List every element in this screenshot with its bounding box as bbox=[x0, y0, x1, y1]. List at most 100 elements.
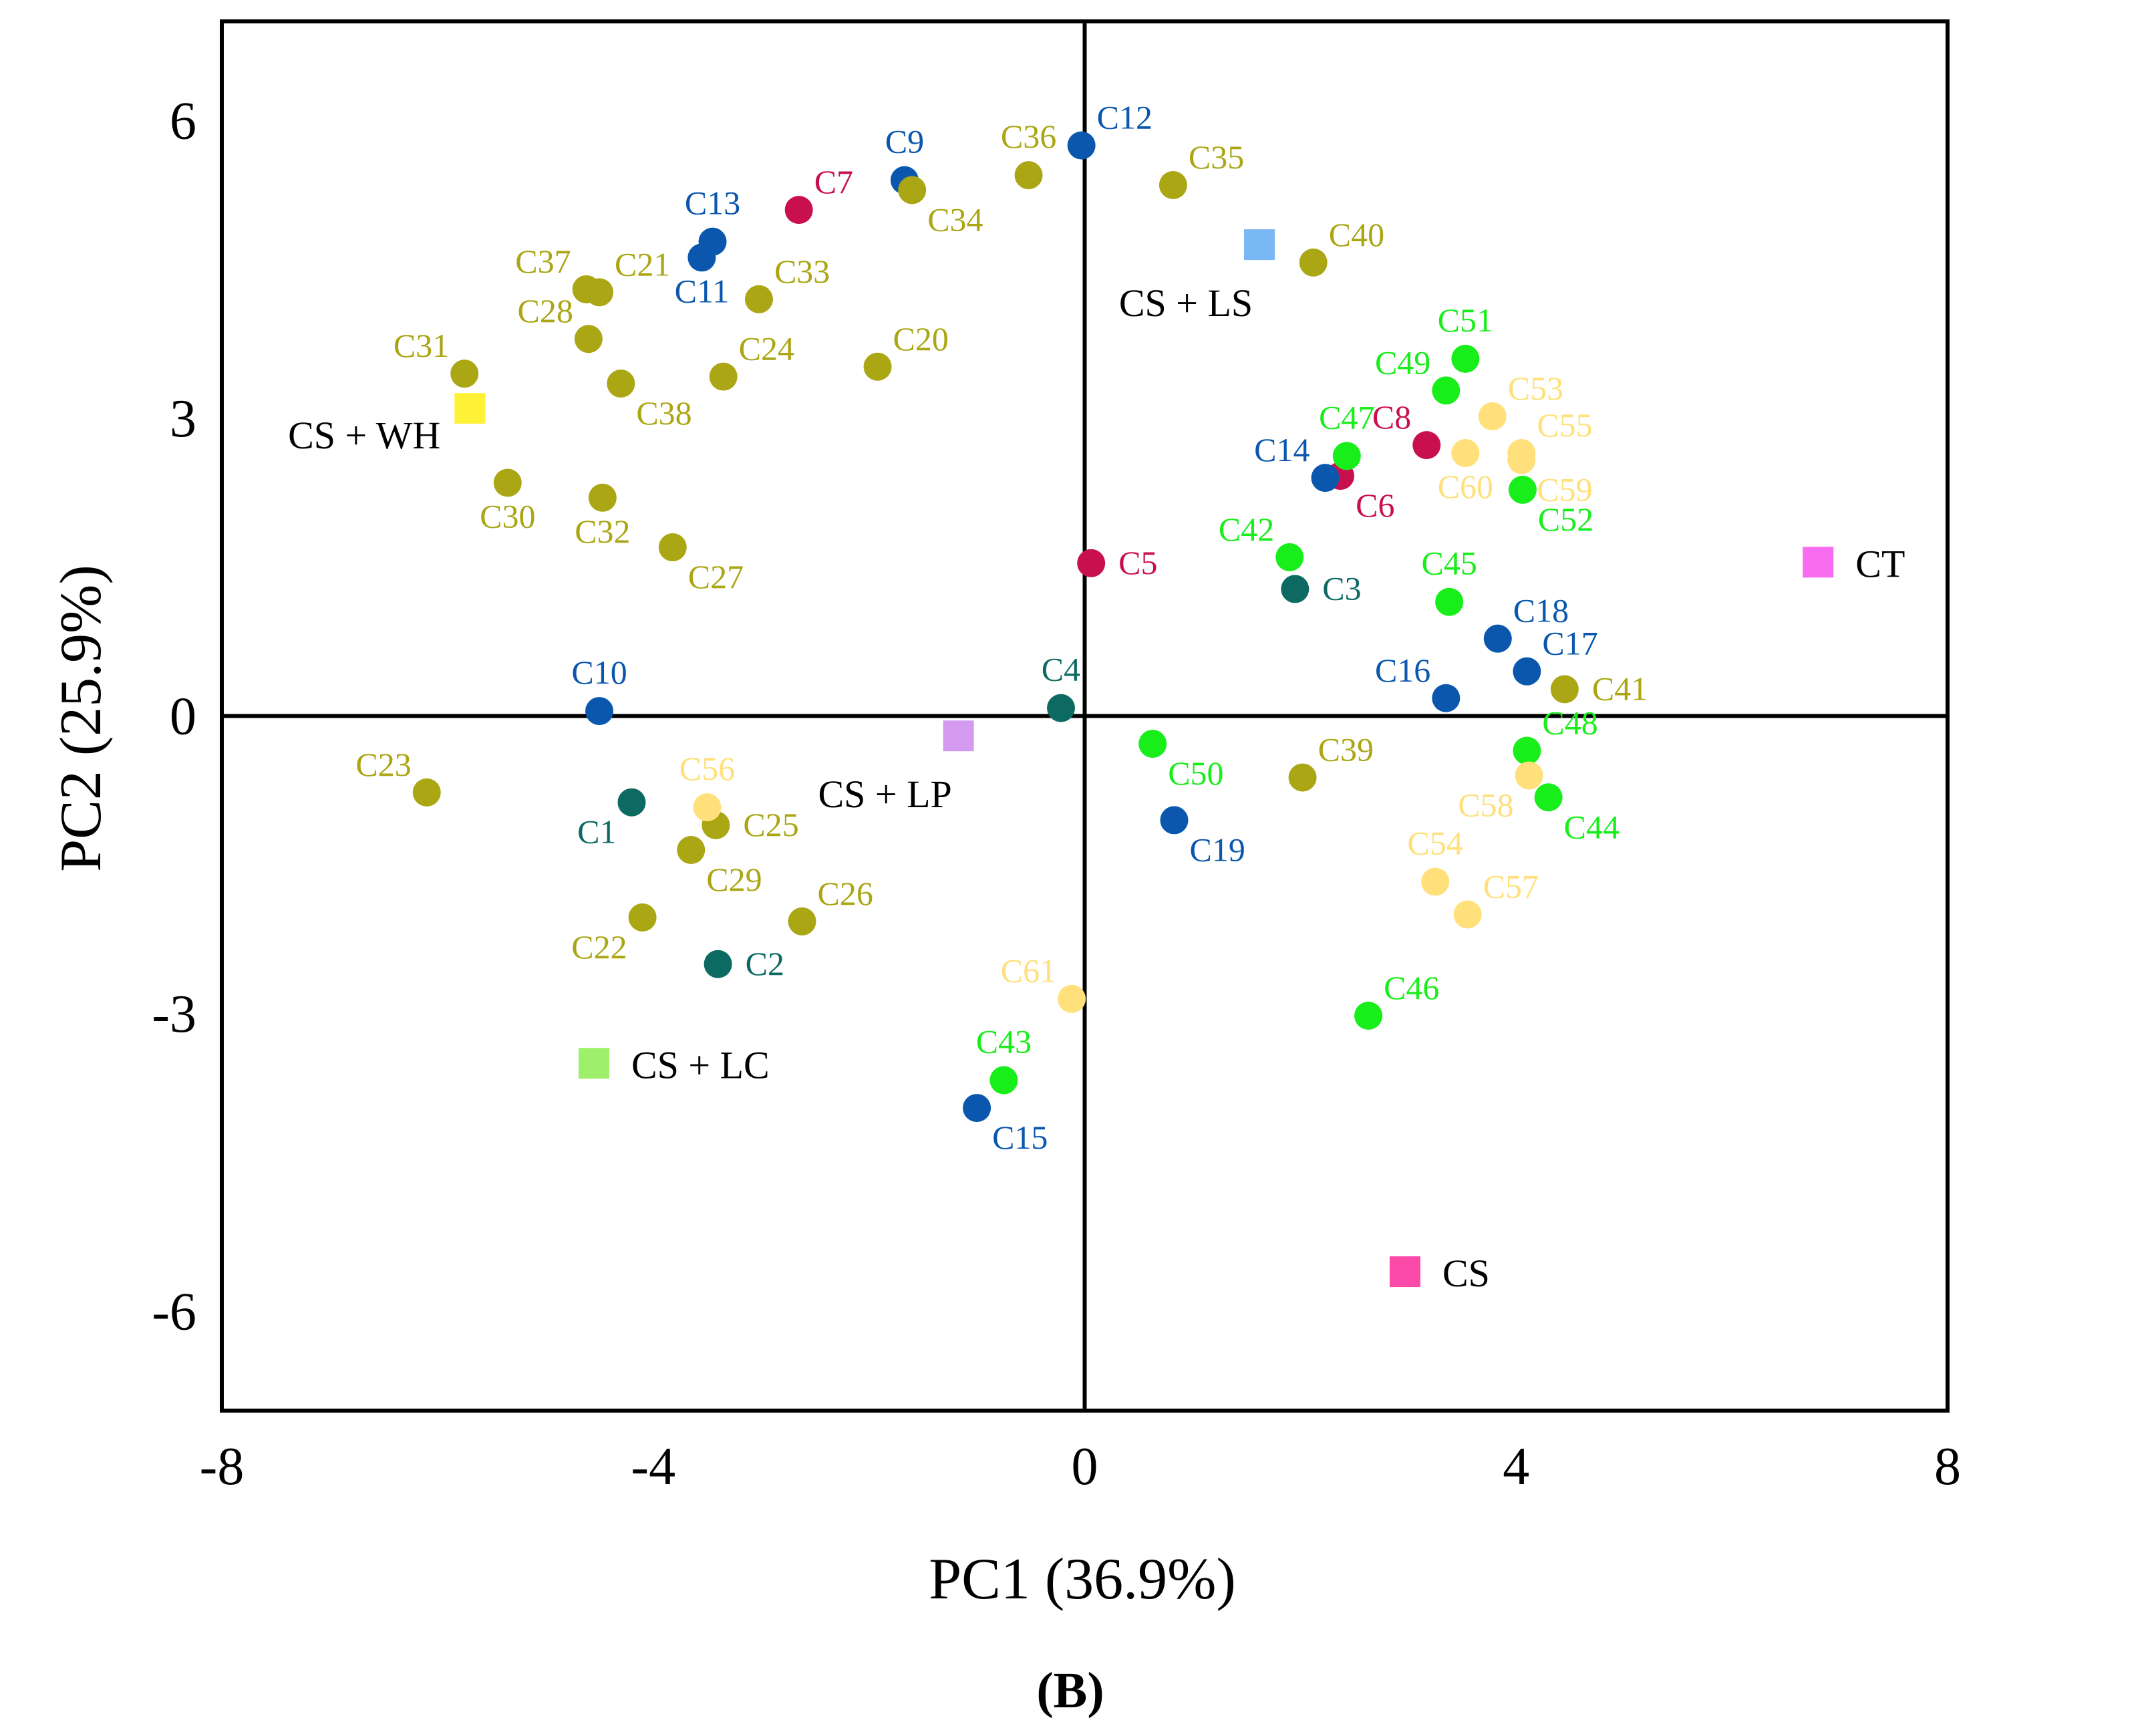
data-point bbox=[1412, 431, 1441, 460]
data-point bbox=[1513, 657, 1541, 686]
point-label: C50 bbox=[1168, 754, 1223, 792]
point-label: C14 bbox=[1254, 431, 1310, 468]
point-label: C7 bbox=[814, 163, 853, 200]
point-label: C58 bbox=[1458, 786, 1513, 824]
point-label: C19 bbox=[1189, 831, 1245, 868]
x-axis-title: PC1 (36.9%) bbox=[929, 1547, 1236, 1612]
data-point bbox=[1478, 402, 1507, 431]
group-marker bbox=[454, 393, 486, 424]
point-label: C21 bbox=[615, 245, 670, 283]
point-label: C49 bbox=[1375, 343, 1430, 381]
data-point bbox=[1435, 587, 1464, 616]
y-axis-title: PC2 (25.9%) bbox=[49, 565, 114, 872]
data-point bbox=[1515, 761, 1543, 790]
point-label: C29 bbox=[706, 861, 762, 898]
point-label: C9 bbox=[885, 123, 924, 160]
data-point bbox=[412, 778, 441, 807]
data-point bbox=[1275, 543, 1304, 571]
point-label: C48 bbox=[1542, 704, 1597, 741]
point-label: C13 bbox=[685, 184, 740, 222]
point-label: C40 bbox=[1329, 216, 1384, 253]
x-tick-label: 4 bbox=[1503, 1437, 1529, 1496]
data-point bbox=[1508, 475, 1537, 504]
point-label: C34 bbox=[927, 200, 983, 238]
group-marker bbox=[1244, 229, 1275, 261]
data-point bbox=[1077, 549, 1106, 577]
tick-labels: -8 -4 0 4 8 6 3 0 -3 -6 bbox=[152, 92, 1961, 1497]
point-label: C6 bbox=[1356, 486, 1394, 524]
point-label: C10 bbox=[571, 654, 627, 691]
data-point bbox=[1046, 694, 1075, 722]
point-label: C27 bbox=[688, 558, 744, 595]
point-label: C61 bbox=[1001, 952, 1056, 990]
point-label: C16 bbox=[1375, 652, 1430, 689]
data-point bbox=[1513, 736, 1541, 765]
axes bbox=[220, 19, 1950, 1413]
group-label: CS + LS bbox=[1119, 281, 1253, 325]
point-label: C33 bbox=[774, 253, 830, 290]
group-marker bbox=[1803, 547, 1834, 578]
point-label: C3 bbox=[1322, 569, 1361, 607]
point-label: C41 bbox=[1592, 670, 1648, 707]
y-tick-label: -6 bbox=[152, 1283, 196, 1342]
group-label: CT bbox=[1855, 542, 1905, 585]
point-label: C32 bbox=[575, 513, 630, 550]
data-point bbox=[572, 275, 601, 303]
data-point bbox=[1534, 783, 1563, 812]
x-tick-label: -4 bbox=[631, 1437, 675, 1496]
data-point bbox=[788, 907, 816, 936]
point-label: C46 bbox=[1384, 969, 1439, 1006]
point-label: C25 bbox=[743, 806, 798, 843]
data-point bbox=[1067, 131, 1096, 160]
data-point bbox=[1311, 464, 1340, 492]
point-label: C20 bbox=[893, 320, 949, 357]
y-tick-label: 0 bbox=[170, 688, 196, 746]
point-label: C51 bbox=[1438, 301, 1493, 339]
group-label: CS + LP bbox=[818, 772, 951, 816]
data-point bbox=[693, 793, 722, 822]
point-label: C36 bbox=[1001, 118, 1056, 155]
data-point bbox=[1483, 624, 1512, 653]
point-label: C12 bbox=[1097, 99, 1152, 136]
data-point bbox=[677, 835, 706, 864]
point-label: C60 bbox=[1438, 468, 1493, 505]
group-label: CS bbox=[1442, 1252, 1490, 1295]
x-tick-label: -8 bbox=[200, 1437, 245, 1496]
x-tick-label: 0 bbox=[1072, 1437, 1098, 1496]
data-point bbox=[989, 1066, 1018, 1095]
data-point bbox=[628, 903, 657, 932]
point-label: C28 bbox=[518, 292, 573, 329]
point-label: C53 bbox=[1508, 370, 1563, 407]
data-point bbox=[450, 360, 479, 388]
data-point bbox=[617, 788, 646, 817]
data-point bbox=[1453, 900, 1482, 929]
data-point bbox=[1299, 248, 1328, 277]
data-point bbox=[658, 533, 687, 562]
x-tick-label: 8 bbox=[1934, 1437, 1961, 1496]
point-label: C1 bbox=[577, 813, 616, 851]
sample-points: C1 C2 C3 C4 C5 C6 C7 C8 C9 C10 C11 C12 C13 C14 C15 C16 C… bbox=[355, 99, 1648, 1156]
data-point bbox=[1550, 675, 1579, 704]
point-label: C37 bbox=[515, 243, 571, 280]
data-point bbox=[784, 196, 813, 225]
point-label: C11 bbox=[675, 272, 730, 309]
point-label: C15 bbox=[992, 1119, 1048, 1156]
data-point bbox=[744, 285, 773, 313]
group-marker bbox=[1389, 1256, 1420, 1288]
data-point bbox=[607, 370, 635, 398]
point-label: C24 bbox=[739, 330, 794, 368]
point-label: C26 bbox=[818, 875, 873, 912]
data-point bbox=[585, 697, 614, 726]
point-label: C47 bbox=[1319, 398, 1374, 436]
data-point bbox=[709, 362, 738, 391]
data-point bbox=[1138, 730, 1167, 758]
data-point bbox=[898, 176, 927, 204]
point-label: C18 bbox=[1513, 592, 1569, 629]
point-label: C5 bbox=[1118, 544, 1157, 581]
data-point bbox=[1507, 446, 1536, 474]
point-label: C38 bbox=[636, 394, 691, 432]
point-label: C57 bbox=[1483, 868, 1539, 905]
data-point bbox=[493, 468, 522, 497]
data-point bbox=[963, 1094, 991, 1123]
